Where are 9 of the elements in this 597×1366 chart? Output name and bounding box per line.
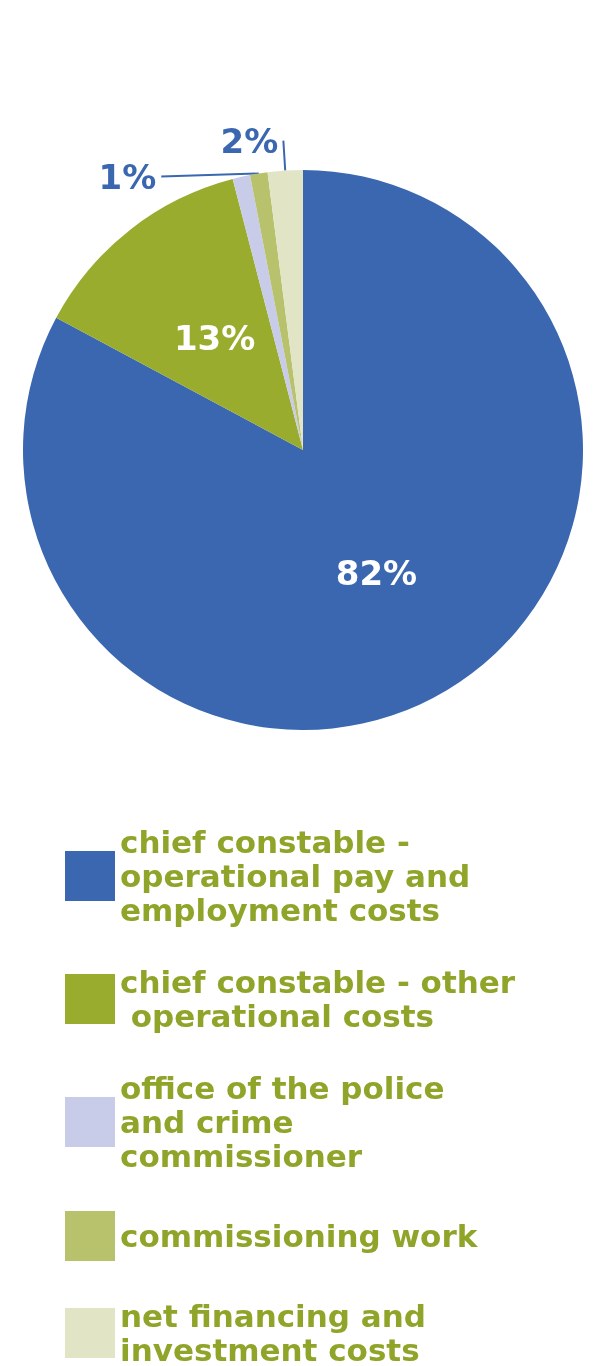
data-label: 2%: [220, 120, 279, 161]
data-label: 82%: [335, 552, 418, 593]
legend-label: office of the police and crime commissioner: [120, 1070, 456, 1174]
legend-label: commissioning work: [120, 1218, 479, 1254]
legend-label: chief constable - other operational costs: [120, 964, 516, 1034]
data-label: 1%: [98, 156, 157, 197]
data-label: 13%: [173, 317, 256, 358]
legend-label: chief constable - operational pay and employment costs: [120, 824, 481, 928]
legend-label: net financing and investment costs: [120, 1298, 437, 1366]
